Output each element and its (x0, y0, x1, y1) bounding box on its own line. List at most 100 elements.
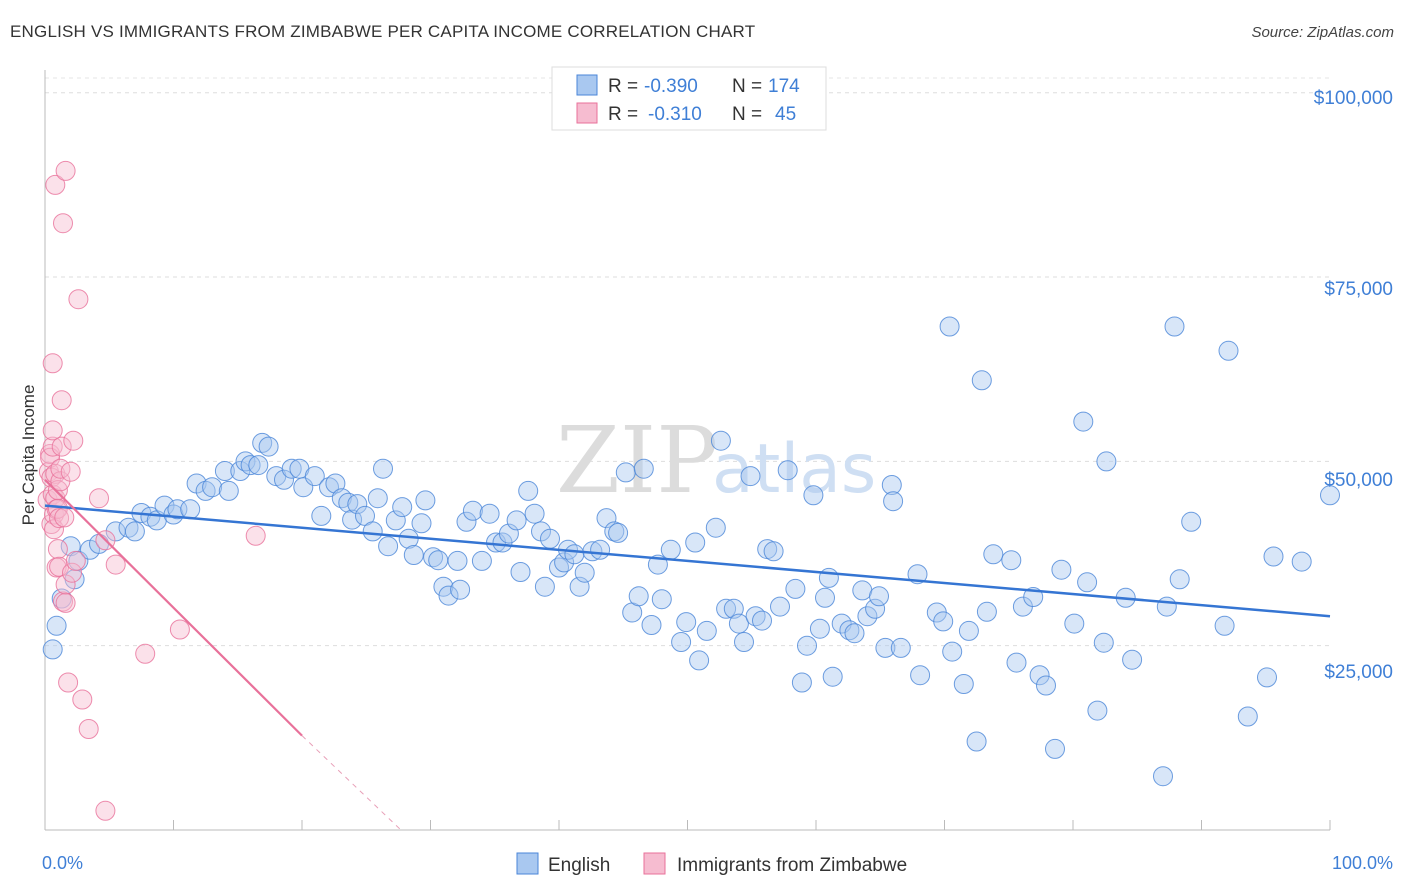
english-point (1045, 738, 1065, 759)
chart-title: ENGLISH VS IMMIGRANTS FROM ZIMBABWE PER … (10, 22, 756, 41)
legend-r-label-zimbabwe: R = (608, 104, 638, 125)
english-point (890, 637, 911, 658)
english-point (42, 639, 63, 660)
zimbabwe-point (68, 289, 89, 310)
english-points (42, 316, 1340, 787)
english-point (685, 532, 706, 553)
english-point (942, 641, 963, 662)
english-point (471, 550, 492, 571)
zimbabwe-point (62, 562, 82, 583)
english-point (797, 635, 817, 656)
english-point (852, 580, 873, 601)
source-label: Source: ZipAtlas.com (1251, 24, 1394, 41)
english-point (983, 544, 1004, 565)
english-point (46, 615, 67, 636)
legend-n-value-english: 174 (768, 76, 800, 97)
english-point (462, 500, 483, 521)
legend-box (551, 66, 827, 131)
english-point (1036, 675, 1056, 696)
y-axis-label: Per Capita Income (19, 385, 38, 526)
zimbabwe-point (65, 550, 86, 571)
legend-r-value-zimbabwe: -0.310 (648, 104, 702, 125)
english-point (240, 455, 261, 476)
zimbabwe-point (45, 174, 66, 195)
english-point (319, 477, 339, 498)
english-point (202, 477, 223, 498)
english-point (1320, 485, 1340, 506)
english-point (822, 666, 843, 687)
english-point (447, 550, 468, 571)
english-point (710, 430, 731, 451)
english-point (939, 316, 960, 337)
zimbabwe-point (105, 554, 126, 575)
english-point (791, 672, 812, 693)
english-point (230, 461, 251, 481)
english-point (740, 466, 761, 487)
english-point (875, 637, 896, 658)
english-point (554, 552, 575, 573)
zimbabwe-trend-line (44, 479, 303, 737)
zimbabwe-point (51, 390, 72, 411)
zimbabwe-point (245, 525, 266, 546)
english-point (881, 475, 902, 495)
english-point (362, 521, 383, 542)
zimbabwe-point (49, 508, 70, 529)
zimbabwe-point (47, 539, 68, 560)
english-point (510, 562, 531, 582)
english-point (124, 521, 145, 542)
zimbabwe-point (42, 420, 63, 441)
english-point (564, 544, 585, 565)
y-tick-label-75000: $75,000 (1324, 279, 1393, 300)
english-point (590, 539, 611, 560)
english-trend-line (44, 504, 1331, 618)
english-point (883, 491, 904, 512)
bottom-legend-swatch-english (516, 852, 539, 875)
english-point (676, 612, 697, 633)
english-point (214, 461, 235, 481)
zimbabwe-points (37, 160, 266, 821)
english-point (456, 511, 477, 532)
english-point (723, 598, 744, 619)
zimbabwe-point (60, 461, 81, 482)
bottom-legend-swatch-zimbabwe (643, 852, 666, 875)
english-point (180, 499, 201, 520)
zimbabwe-point (53, 213, 73, 234)
english-point (777, 460, 798, 481)
zimbabwe-point (42, 353, 63, 374)
english-point (1169, 569, 1190, 590)
zimbabwe-point (54, 507, 75, 528)
english-point (1153, 766, 1173, 787)
legend-r-value-english: -0.390 (644, 76, 698, 97)
english-point (770, 596, 790, 617)
english-point (1051, 559, 1072, 580)
english-point (118, 517, 139, 538)
zimbabwe-point (55, 160, 76, 181)
english-point (574, 562, 595, 583)
english-point (907, 564, 928, 585)
bottom-legend: English Immigrants from Zimbabwe (516, 852, 907, 876)
english-point (734, 632, 754, 652)
english-point (865, 598, 886, 619)
english-point (438, 585, 459, 606)
english-point (1064, 613, 1085, 634)
zimbabwe-point (89, 488, 109, 509)
zimbabwe-point (169, 619, 190, 640)
english-point (660, 539, 681, 560)
english-point (641, 615, 662, 635)
english-point (325, 473, 346, 494)
english-point (971, 370, 992, 391)
english-point (1156, 596, 1177, 617)
english-point (1164, 316, 1185, 337)
legend: R = -0.390 N = 174 R = -0.310 N = 45 (551, 66, 827, 131)
english-point (1093, 632, 1114, 653)
y-tick-label-50000: $50,000 (1324, 470, 1393, 491)
english-point (728, 613, 749, 634)
legend-n-label-zimbabwe: N = (732, 104, 762, 125)
english-point (195, 480, 216, 501)
english-point (248, 455, 269, 476)
english-point (785, 578, 806, 599)
zimbabwe-point (95, 800, 116, 821)
english-point (651, 589, 672, 610)
english-point (839, 620, 860, 641)
english-point (428, 550, 449, 571)
